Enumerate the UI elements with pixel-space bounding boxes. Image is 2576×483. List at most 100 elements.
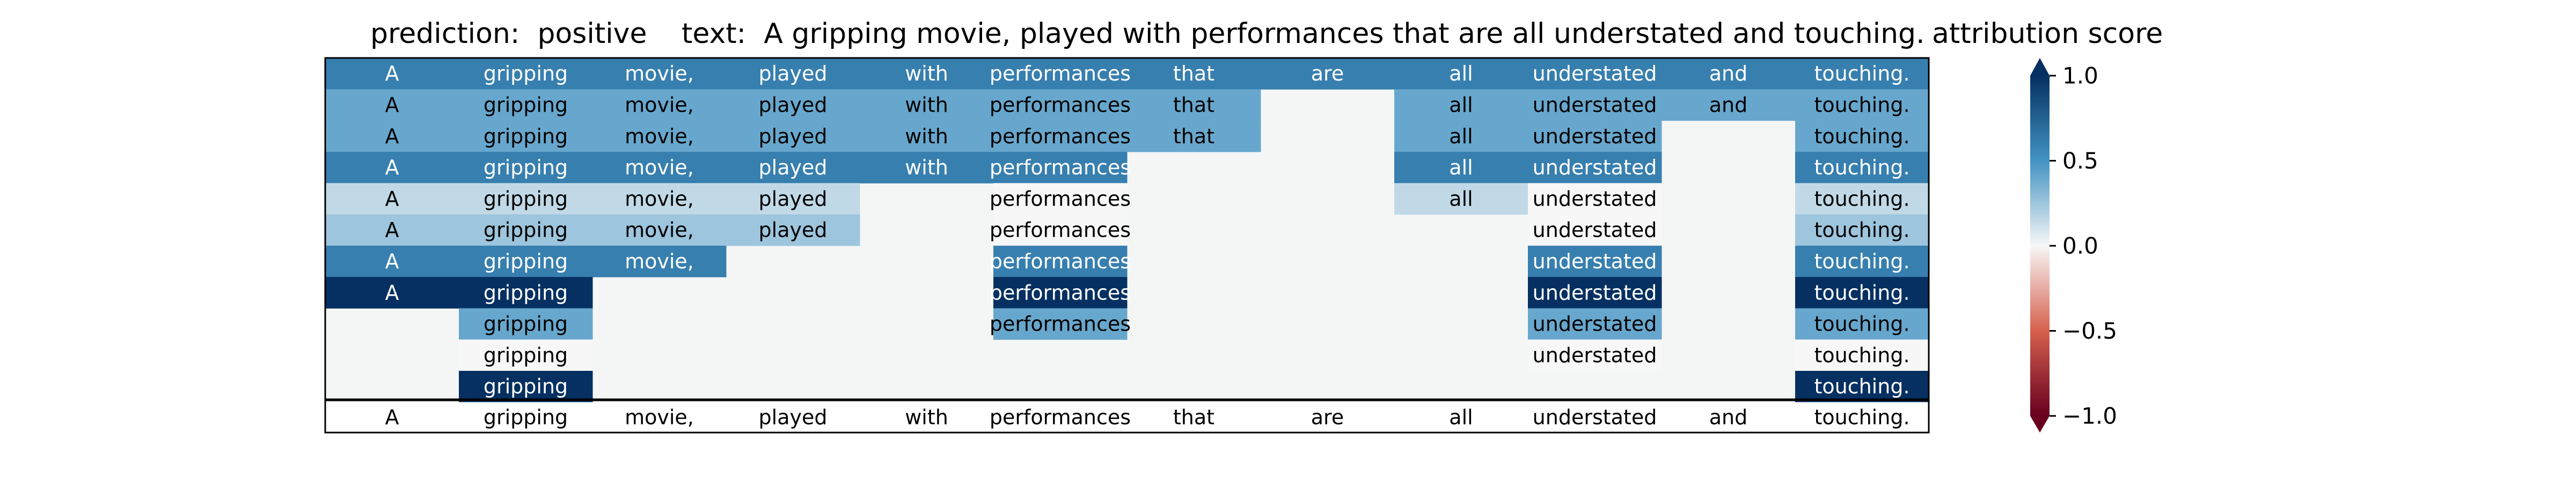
cell-token-label: gripping <box>484 281 568 304</box>
prediction-label: prediction: <box>370 18 520 50</box>
cell-token-label: played <box>759 156 828 179</box>
cell-token-label: understated <box>1533 62 1657 85</box>
heatmap-cell <box>459 277 593 309</box>
cell-token-label: movie, <box>625 187 694 210</box>
cell-token-label: movie, <box>625 250 694 273</box>
heatmap-cell <box>993 245 1128 277</box>
heatmap-cell <box>1795 183 1929 215</box>
text-label: text: <box>682 18 747 50</box>
heatmap-cell <box>993 120 1128 152</box>
reference-token-label: are <box>1311 406 1344 429</box>
heatmap-cell <box>459 308 593 340</box>
cell-token-label: played <box>759 93 828 116</box>
heatmap-cell <box>1795 339 1929 371</box>
heatmap-cell <box>592 58 727 90</box>
heatmap-cell <box>325 120 459 152</box>
heatmap-cell <box>1528 151 1662 184</box>
heatmap-cell <box>726 58 860 90</box>
cell-token-label: performances <box>990 125 1131 148</box>
cell-token-label: touching. <box>1814 218 1909 242</box>
heatmap-cell <box>726 120 860 152</box>
cell-token-label: with <box>905 125 948 148</box>
cell-token-label: performances <box>990 187 1131 210</box>
cell-token-label: gripping <box>484 156 568 179</box>
reference-row-background <box>325 402 1929 433</box>
cell-token-label: touching. <box>1814 343 1909 367</box>
heatmap-cell <box>1127 58 1261 90</box>
heatmap-cell <box>592 89 727 121</box>
heatmap-cell <box>726 214 860 246</box>
cell-token-label: played <box>759 62 828 85</box>
heatmap-cell <box>993 277 1128 309</box>
reference-token-label: with <box>905 406 948 429</box>
cell-token-label: that <box>1173 125 1214 148</box>
cell-token-label: A <box>385 62 399 85</box>
cell-token-label: gripping <box>484 312 568 336</box>
cell-token-label: played <box>759 187 828 210</box>
cell-token-label: gripping <box>484 93 568 116</box>
heatmap-cell <box>1261 58 1395 90</box>
heatmap-cell <box>325 214 459 246</box>
heatmap-cell <box>1795 120 1929 152</box>
colorbar-extend-top <box>2030 58 2050 76</box>
cell-token-label: understated <box>1533 187 1657 210</box>
heatmap-cell <box>1795 245 1929 277</box>
heatmap-cell <box>459 89 593 121</box>
heatmap-cell <box>325 245 459 277</box>
reference-token-label: A <box>385 406 399 429</box>
prediction-value: positive <box>537 18 647 50</box>
heatmap-cell <box>1528 183 1662 215</box>
cell-token-label: performances <box>990 218 1131 242</box>
heatmap-cell <box>1528 58 1662 90</box>
cell-token-label: A <box>385 250 399 273</box>
heatmap-cell <box>325 183 459 215</box>
cell-token-label: performances <box>990 250 1131 273</box>
cell-token-label: gripping <box>484 218 568 242</box>
reference-token-label: and <box>1709 406 1748 429</box>
heatmap-cell <box>1662 58 1796 90</box>
cell-token-label: touching. <box>1814 62 1909 85</box>
cell-token-label: A <box>385 281 399 304</box>
cell-token-label: gripping <box>484 187 568 210</box>
cell-token-label: A <box>385 218 399 242</box>
heatmap-cell <box>1795 151 1929 184</box>
cell-token-label: all <box>1449 62 1473 85</box>
cell-token-label: gripping <box>484 62 568 85</box>
prediction-title: prediction: positive <box>370 15 647 53</box>
colorbar-extend-bottom <box>2030 416 2050 433</box>
heatmap-cell <box>1394 183 1528 215</box>
cell-token-label: performances <box>990 312 1131 336</box>
heatmap-cell <box>325 89 459 121</box>
cell-token-label: all <box>1449 125 1473 148</box>
cell-token-label: all <box>1449 156 1473 179</box>
reference-token-label: movie, <box>625 406 694 429</box>
cell-token-label: touching. <box>1814 375 1909 398</box>
colorbar-gradient <box>2030 76 2050 416</box>
reference-token-label: played <box>759 406 828 429</box>
heatmap-cell <box>459 151 593 184</box>
cell-token-label: touching. <box>1814 125 1909 148</box>
heatmap-cell <box>459 371 593 402</box>
colorbar-title: attribution score <box>1932 18 2163 50</box>
heatmap-cell <box>325 151 459 184</box>
heatmap-cell <box>1394 89 1528 121</box>
heatmap-cell <box>592 120 727 152</box>
heatmap-cell <box>459 245 593 277</box>
heatmap-cell <box>1795 308 1929 340</box>
cell-token-label: gripping <box>484 125 568 148</box>
cell-token-label: that <box>1173 62 1214 85</box>
cell-token-label: understated <box>1533 250 1657 273</box>
heatmap-cell <box>993 151 1128 184</box>
cell-token-label: A <box>385 93 399 116</box>
colorbar-tick-label: −0.5 <box>2062 318 2117 344</box>
colorbar-tick-label: 0.5 <box>2062 148 2098 174</box>
cell-token-label: understated <box>1533 93 1657 116</box>
heatmap-cell <box>993 58 1128 90</box>
cell-token-label: movie, <box>625 218 694 242</box>
heatmap-cell <box>860 120 994 152</box>
cell-token-label: with <box>905 93 948 116</box>
heatmap-frame <box>324 57 1930 434</box>
heatmap-cell <box>860 89 994 121</box>
heatmap-cell <box>325 277 459 309</box>
